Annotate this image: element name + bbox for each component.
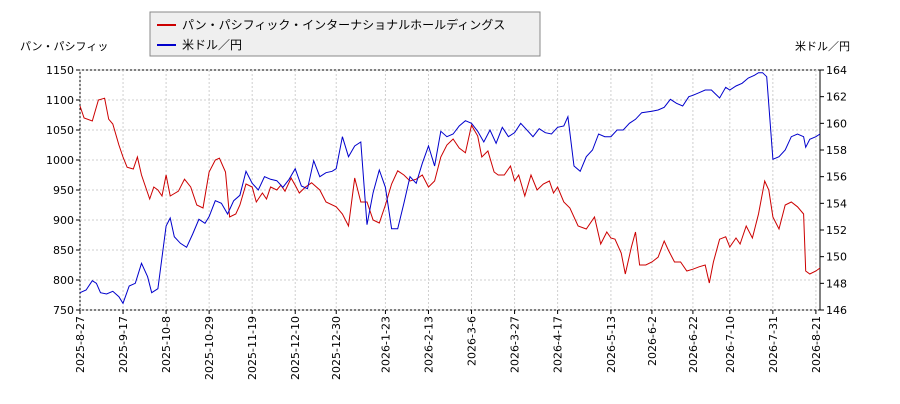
x-tick-label: 2025-10-29	[203, 316, 216, 380]
y-right-tick-label: 156	[826, 171, 847, 184]
y-right-tick-label: 158	[826, 144, 847, 157]
y-left-tick-label: 850	[53, 244, 74, 257]
y-right-tick-label: 150	[826, 251, 847, 264]
y-right-tick-label: 146	[826, 304, 847, 317]
x-tick-label: 2026-5-13	[605, 316, 618, 373]
y-right-tick-label: 154	[826, 197, 847, 210]
y-left-tick-label: 1050	[46, 124, 74, 137]
y-right-tick-label: 148	[826, 277, 847, 290]
x-tick-label: 2026-1-23	[379, 316, 392, 373]
legend-box	[149, 11, 541, 57]
x-tick-label: 2026-6-22	[687, 316, 700, 373]
y-right-tick-label: 164	[826, 64, 847, 77]
y-left-tick-label: 950	[53, 184, 74, 197]
legend: パン・パシフィック・インターナショナルホールディングス 米ドル／円	[149, 11, 541, 57]
legend-label-series-1: パン・パシフィック・インターナショナルホールディングス	[182, 17, 505, 32]
y-left-tick-label: 900	[53, 214, 74, 227]
x-tick-label: 2026-6-2	[646, 316, 659, 366]
x-tick-label: 2025-12-10	[289, 316, 302, 380]
x-tick-label: 2026-4-17	[552, 316, 565, 373]
y-left-tick-label: 1100	[46, 94, 74, 107]
y-right-tick-label: 152	[826, 224, 847, 237]
y-left-tick-label: 750	[53, 304, 74, 317]
x-tick-label: 2026-8-21	[810, 316, 823, 373]
x-tick-label: 2026-3-27	[509, 316, 522, 373]
series-layer	[79, 72, 821, 305]
x-tick-label: 2025-11-19	[246, 316, 259, 380]
x-tick-label: 2025-10-8	[160, 316, 173, 373]
x-tick-label: 2026-2-13	[422, 316, 435, 373]
x-tick-label: 2026-7-31	[767, 316, 780, 373]
y-left-tick-label: 1000	[46, 154, 74, 167]
grid-layer	[79, 69, 820, 311]
x-tick-label: 2026-3-6	[466, 316, 479, 366]
series-line-2	[79, 72, 821, 305]
y-right-tick-label: 162	[826, 91, 847, 104]
x-tick-label: 2026-7-10	[724, 316, 737, 373]
y-right-tick-label: 160	[826, 117, 847, 130]
y-left-tick-label: 800	[53, 274, 74, 287]
y-right-axis-title: 米ドル／円	[795, 40, 850, 53]
y-left-axis-title: パン・パシフィッ	[20, 40, 108, 53]
x-tick-label: 2025-12-30	[330, 316, 343, 380]
x-tick-label: 2025-9-17	[117, 316, 130, 373]
y-left-tick-label: 1150	[46, 64, 74, 77]
axis-layer: 750 800 850 900 950 1000 1050 1100 1150 146 148 150…	[46, 64, 847, 380]
x-tick-label: 2025-8-27	[74, 316, 87, 373]
legend-label-series-2: 米ドル／円	[182, 38, 242, 52]
series-line-1	[79, 97, 821, 284]
